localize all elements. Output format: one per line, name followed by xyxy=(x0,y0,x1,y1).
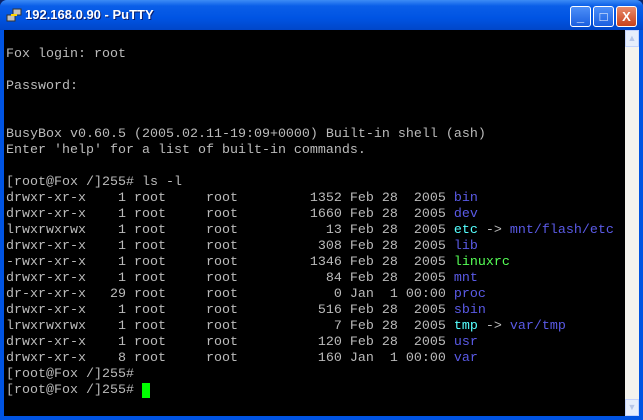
terminal-text: drwxr-xr-x 1 root root 1660 Feb 28 2005 xyxy=(6,207,454,222)
close-icon: X xyxy=(622,9,631,24)
minimize-button[interactable]: _ xyxy=(570,6,591,27)
terminal-text: BusyBox v0.60.5 (2005.02.11-19:09+0000) … xyxy=(6,127,486,142)
terminal-line: drwxr-xr-x 1 root root 1660 Feb 28 2005 … xyxy=(6,207,614,223)
terminal-text: lrwxrwxrwx 1 root root 7 Feb 28 2005 xyxy=(6,319,454,334)
terminal-line: [root@Fox /]255# xyxy=(6,367,614,383)
directory-name: var xyxy=(453,351,478,366)
directory-name: mnt xyxy=(453,271,478,286)
directory-name: proc xyxy=(453,287,486,302)
terminal-text: -> xyxy=(477,223,510,238)
terminal-line: dr-xr-xr-x 29 root root 0 Jan 1 00:00 pr… xyxy=(6,287,614,303)
terminal-line xyxy=(6,111,614,127)
terminal-line: lrwxrwxrwx 1 root root 13 Feb 28 2005 et… xyxy=(6,223,614,239)
terminal-text: drwxr-xr-x 1 root root 84 Feb 28 2005 xyxy=(6,271,454,286)
terminal-line xyxy=(6,31,614,47)
terminal-line: drwxr-xr-x 1 root root 516 Feb 28 2005 s… xyxy=(6,303,614,319)
window-title: 192.168.0.90 - PuTTY xyxy=(25,7,154,22)
putty-icon xyxy=(6,8,22,22)
terminal-line: Fox login: root xyxy=(6,47,614,63)
terminal-text: drwxr-xr-x 1 root root 1352 Feb 28 2005 xyxy=(6,191,454,206)
directory-name: lib xyxy=(453,239,478,254)
terminal-line: [root@Fox /]255# xyxy=(6,383,614,399)
terminal-text: Enter 'help' for a list of built-in comm… xyxy=(6,143,366,158)
terminal-text: -rwxr-xr-x 1 root root 1346 Feb 28 2005 xyxy=(6,255,454,270)
terminal-text: Password: xyxy=(6,79,78,94)
minimize-icon: _ xyxy=(576,9,585,24)
symlink-name: etc xyxy=(453,223,478,238)
terminal-text: [root@Fox /]255# ls -l xyxy=(6,175,182,190)
directory-name: usr xyxy=(453,335,478,350)
terminal-text: drwxr-xr-x 1 root root 516 Feb 28 2005 xyxy=(6,303,454,318)
terminal-line: BusyBox v0.60.5 (2005.02.11-19:09+0000) … xyxy=(6,127,614,143)
terminal[interactable]: Fox login: root Password: BusyBox v0.60.5 … xyxy=(4,30,625,416)
executable-name: linuxrc xyxy=(453,255,510,270)
directory-name: var/tmp xyxy=(509,319,566,334)
terminal-line: drwxr-xr-x 8 root root 160 Jan 1 00:00 v… xyxy=(6,351,614,367)
terminal-line: [root@Fox /]255# ls -l xyxy=(6,175,614,191)
terminal-text: drwxr-xr-x 1 root root 120 Feb 28 2005 xyxy=(6,335,454,350)
arrow-up-icon: ▲ xyxy=(627,33,637,43)
scroll-up-button[interactable]: ▲ xyxy=(625,30,639,47)
terminal-text: dr-xr-xr-x 29 root root 0 Jan 1 00:00 xyxy=(6,287,454,302)
maximize-button[interactable]: □ xyxy=(593,6,614,27)
terminal-line: Password: xyxy=(6,79,614,95)
terminal-output: Fox login: root Password: BusyBox v0.60.5 … xyxy=(6,31,614,399)
terminal-line: drwxr-xr-x 1 root root 1352 Feb 28 2005 … xyxy=(6,191,614,207)
text-cursor xyxy=(141,383,150,398)
terminal-line: Enter 'help' for a list of built-in comm… xyxy=(6,143,614,159)
directory-name: mnt/flash/etc xyxy=(509,223,614,238)
terminal-line xyxy=(6,95,614,111)
terminal-text: lrwxrwxrwx 1 root root 13 Feb 28 2005 xyxy=(6,223,454,238)
terminal-text: -> xyxy=(477,319,510,334)
terminal-text: drwxr-xr-x 8 root root 160 Jan 1 00:00 xyxy=(6,351,454,366)
maximize-icon: □ xyxy=(599,9,608,24)
terminal-line xyxy=(6,159,614,175)
symlink-name: tmp xyxy=(453,319,478,334)
title-bar[interactable]: 192.168.0.90 - PuTTY _ □ X xyxy=(0,0,643,30)
terminal-line xyxy=(6,63,614,79)
terminal-line: drwxr-xr-x 1 root root 308 Feb 28 2005 l… xyxy=(6,239,614,255)
terminal-line: -rwxr-xr-x 1 root root 1346 Feb 28 2005 … xyxy=(6,255,614,271)
scrollbar[interactable]: ▲ ▼ xyxy=(625,30,639,416)
terminal-line: drwxr-xr-x 1 root root 84 Feb 28 2005 mn… xyxy=(6,271,614,287)
terminal-line: drwxr-xr-x 1 root root 120 Feb 28 2005 u… xyxy=(6,335,614,351)
directory-name: sbin xyxy=(453,303,486,318)
arrow-down-icon: ▼ xyxy=(627,402,637,412)
terminal-text: [root@Fox /]255# xyxy=(6,367,134,382)
directory-name: bin xyxy=(453,191,478,206)
directory-name: dev xyxy=(453,207,478,222)
terminal-text: drwxr-xr-x 1 root root 308 Feb 28 2005 xyxy=(6,239,454,254)
terminal-text: [root@Fox /]255# xyxy=(6,383,142,398)
terminal-text: Fox login: root xyxy=(6,47,126,62)
close-button[interactable]: X xyxy=(616,6,637,27)
terminal-line: lrwxrwxrwx 1 root root 7 Feb 28 2005 tmp… xyxy=(6,319,614,335)
scroll-down-button[interactable]: ▼ xyxy=(625,399,639,416)
